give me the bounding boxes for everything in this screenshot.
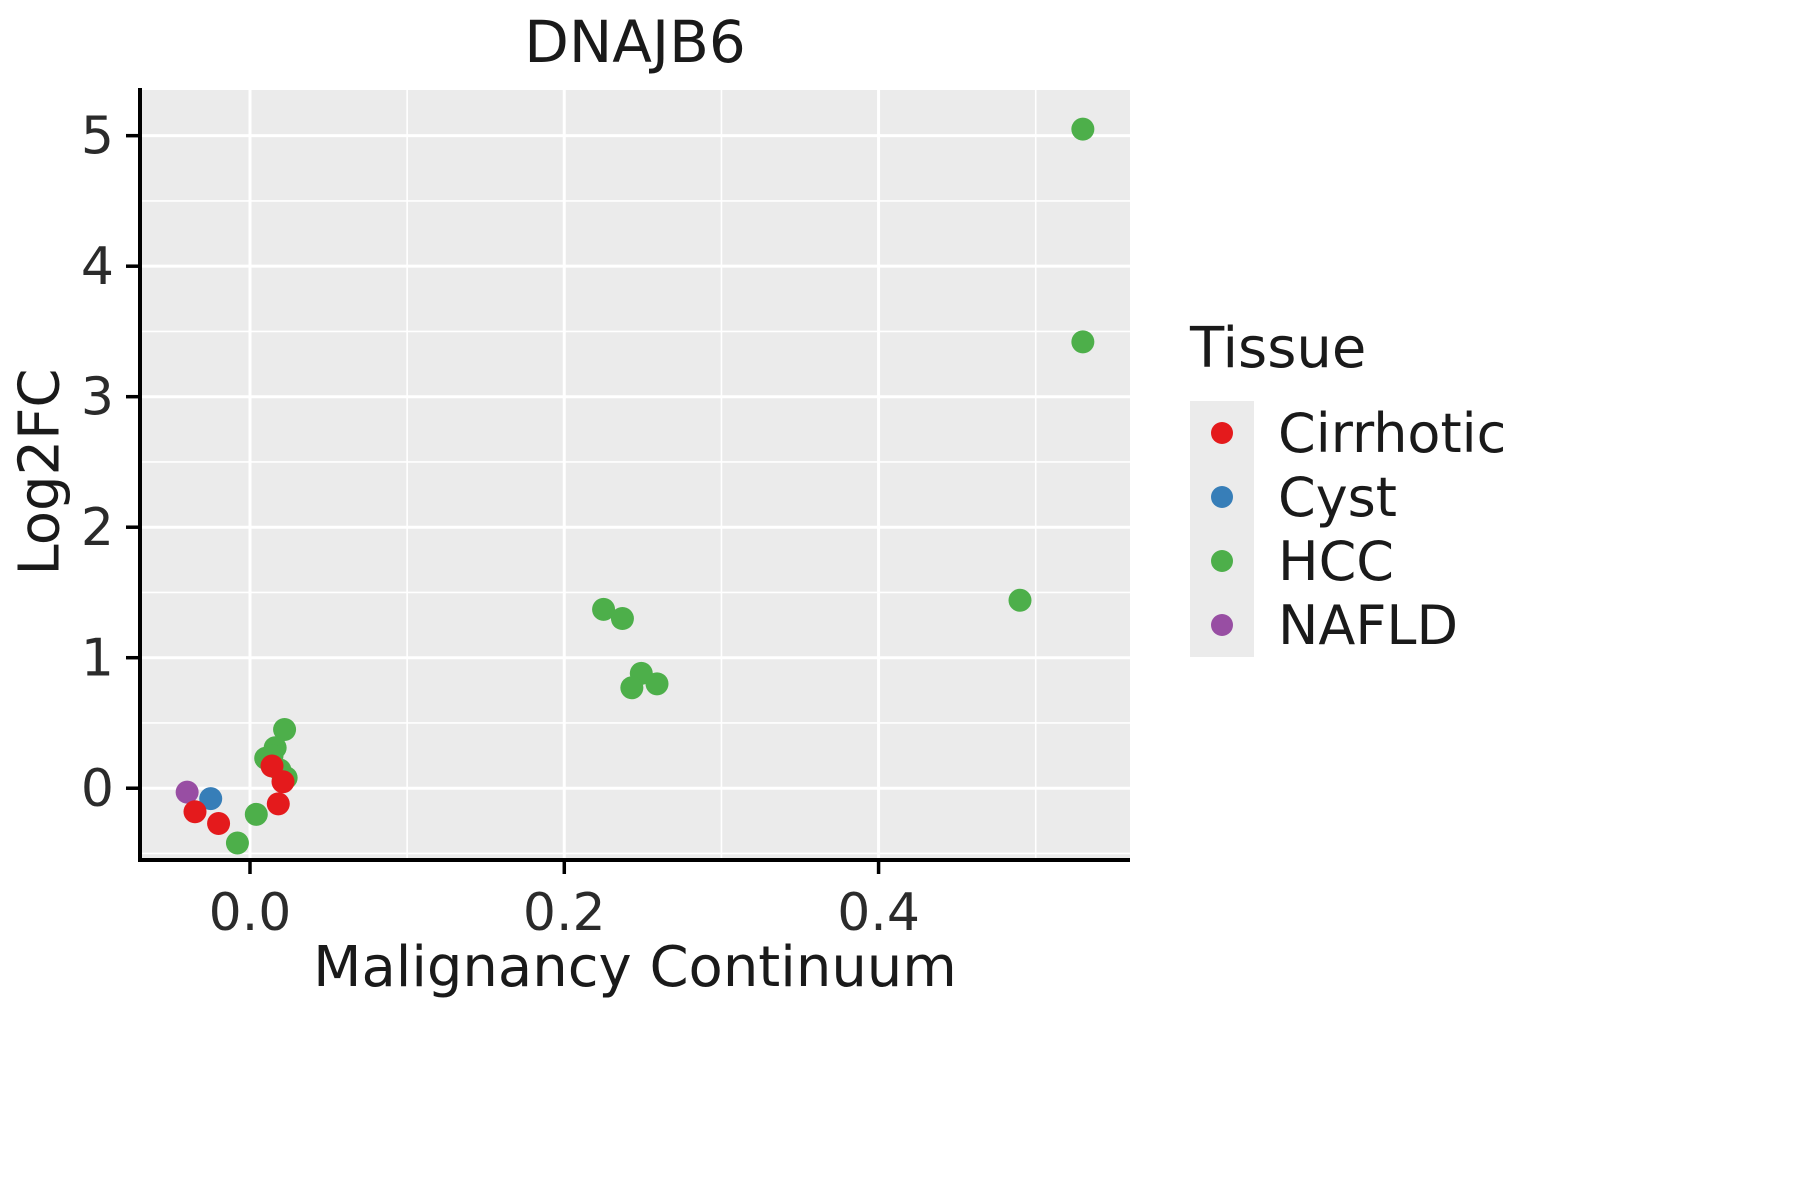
y-tick-label: 2 <box>81 498 114 558</box>
data-point-hcc <box>225 831 249 855</box>
plot-area: 0.0 0.2 0.4 0 1 2 3 4 5 <box>81 88 1130 943</box>
data-point-cirrhotic <box>271 770 295 794</box>
legend-label: Cyst <box>1278 465 1397 529</box>
data-point-hcc <box>645 672 669 696</box>
data-point-hcc <box>273 717 297 741</box>
legend-label: Cirrhotic <box>1278 401 1507 465</box>
chart-title: DNAJB6 <box>524 8 746 76</box>
x-tick-label: 0.2 <box>523 883 606 943</box>
legend-key <box>1190 465 1254 529</box>
legend-entry-cyst: Cyst <box>1190 465 1506 529</box>
legend-entry-nafld: NAFLD <box>1190 593 1506 657</box>
y-tick-label: 3 <box>81 368 114 428</box>
legend-entry-cirrhotic: Cirrhotic <box>1190 401 1506 465</box>
legend-dot-icon <box>1211 422 1233 444</box>
plot-panel <box>140 90 1130 860</box>
y-tick-label: 5 <box>81 107 114 167</box>
legend: Tissue Cirrhotic Cyst HCC NAFLD <box>1190 316 1506 657</box>
y-axis-label: Log2FC <box>7 368 73 576</box>
x-tick-label: 0.0 <box>209 883 292 943</box>
data-point-hcc <box>592 597 616 621</box>
data-point-hcc <box>1071 330 1095 354</box>
legend-dot-icon <box>1211 550 1233 572</box>
data-point-hcc <box>244 802 268 826</box>
x-tick-label: 0.4 <box>837 883 920 943</box>
legend-key <box>1190 401 1254 465</box>
y-tick-label: 0 <box>81 759 114 819</box>
data-point-cirrhotic <box>207 811 231 835</box>
data-point-hcc <box>1008 588 1032 612</box>
legend-dot-icon <box>1211 614 1233 636</box>
x-axis-label: Malignancy Continuum <box>313 935 957 1000</box>
legend-entry-hcc: HCC <box>1190 529 1506 593</box>
y-tick-label: 1 <box>81 629 114 689</box>
data-point-cirrhotic <box>266 792 290 816</box>
legend-key <box>1190 529 1254 593</box>
data-point-nafld <box>175 780 199 804</box>
legend-label: HCC <box>1278 529 1395 593</box>
data-point-cyst <box>199 787 223 811</box>
legend-dot-icon <box>1211 486 1233 508</box>
y-tick-label: 4 <box>81 237 114 297</box>
data-point-cirrhotic <box>183 800 207 824</box>
data-point-hcc <box>1071 117 1095 141</box>
legend-label: NAFLD <box>1278 593 1459 657</box>
legend-key <box>1190 593 1254 657</box>
data-point-hcc <box>620 676 644 700</box>
data-point-hcc <box>610 607 634 631</box>
legend-title: Tissue <box>1190 316 1367 381</box>
legend-entries: Cirrhotic Cyst HCC NAFLD <box>1190 401 1506 657</box>
